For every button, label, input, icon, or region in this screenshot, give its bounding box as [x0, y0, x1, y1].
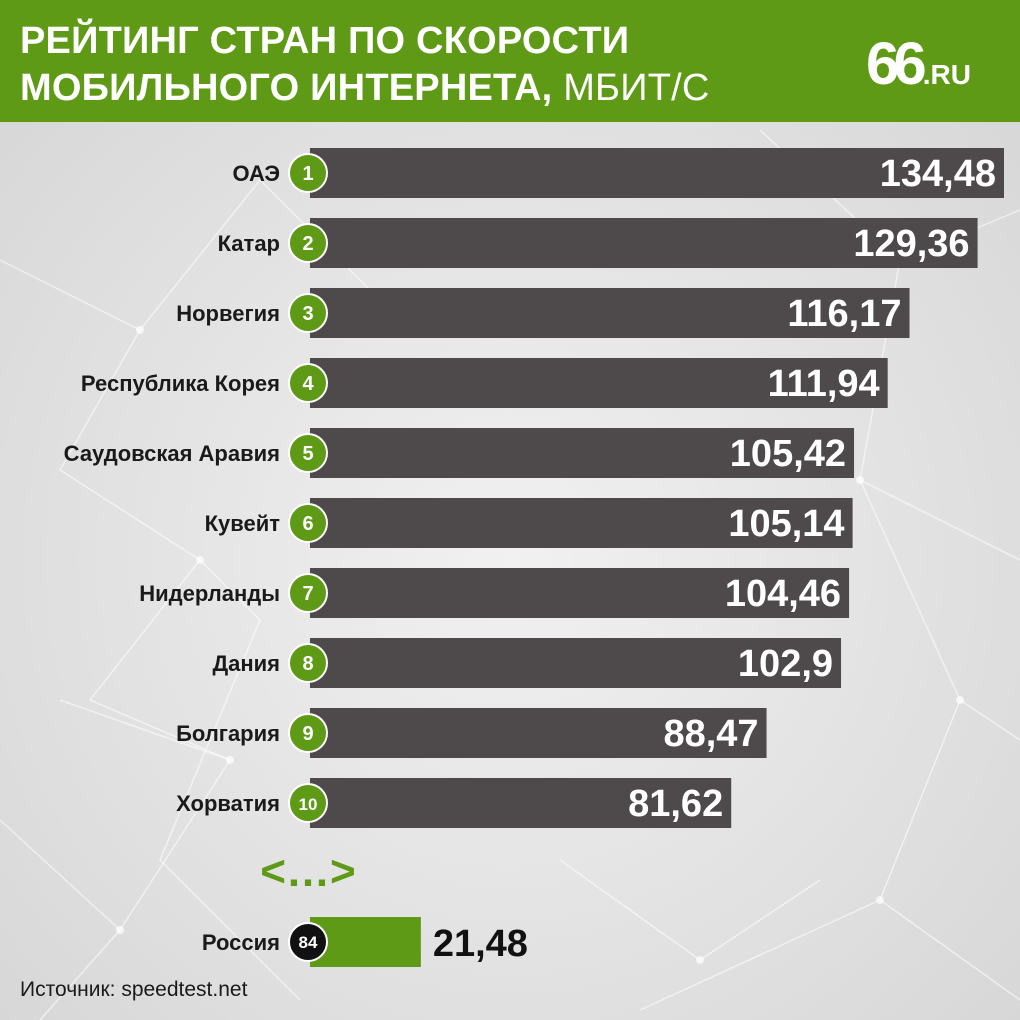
bar-value-label: 88,47	[663, 713, 758, 755]
gap-marker: <…>	[260, 847, 355, 896]
bar	[310, 428, 855, 478]
chart-title: РЕЙТИНГ СТРАН ПО СКОРОСТИ МОБИЛЬНОГО ИНТ…	[20, 18, 820, 112]
rank-badge	[288, 783, 328, 823]
highlight-category-label: Россия	[202, 930, 280, 955]
bar	[310, 708, 767, 758]
category-label: Республика Корея	[81, 371, 280, 396]
bar	[310, 498, 853, 548]
rank-number: 1	[302, 163, 313, 185]
bar-highlight	[310, 917, 421, 967]
category-label: Норвегия	[176, 301, 280, 326]
bar	[310, 568, 850, 618]
title-unit: МБИТ/С	[563, 67, 710, 109]
rank-badge	[288, 363, 328, 403]
bar-value-label: 104,46	[725, 573, 841, 615]
site-logo: 66.RU	[866, 34, 971, 94]
category-label: Кувейт	[205, 511, 281, 536]
bar	[310, 218, 978, 268]
header-banner: РЕЙТИНГ СТРАН ПО СКОРОСТИ МОБИЛЬНОГО ИНТ…	[0, 0, 1020, 122]
source-note: Источник: speedtest.net	[20, 978, 248, 1001]
category-label: Саудовская Аравия	[64, 441, 280, 466]
rank-number: 5	[302, 443, 313, 465]
rank-badge	[288, 573, 328, 613]
category-label: Катар	[218, 231, 280, 256]
logo-number: 66	[866, 30, 927, 97]
rank-number: 6	[302, 513, 313, 535]
rank-number: 9	[302, 723, 313, 745]
rank-badge	[288, 293, 328, 333]
rank-badge	[288, 503, 328, 543]
bar-value-label: 81,62	[628, 783, 723, 825]
title-line-1: РЕЙТИНГ СТРАН ПО СКОРОСТИ	[20, 20, 630, 62]
rank-number: 2	[302, 233, 313, 255]
highlight-rank-number: 84	[299, 933, 318, 952]
bar-value-label: 134,48	[880, 153, 996, 195]
bar-value-label: 129,36	[853, 223, 969, 265]
category-label: Болгария	[176, 721, 280, 746]
rank-badge	[288, 713, 328, 753]
rank-number: 3	[302, 303, 313, 325]
category-label: Хорватия	[176, 791, 280, 816]
category-label: Дания	[212, 651, 280, 676]
title-line-2-text: МОБИЛЬНОГО ИНТЕРНЕТА,	[20, 67, 553, 109]
bar-value-label: 102,9	[738, 643, 833, 685]
category-label: ОАЭ	[232, 161, 280, 186]
bar	[310, 148, 1004, 198]
bar	[310, 778, 732, 828]
bar	[310, 638, 842, 688]
rank-badge	[288, 223, 328, 263]
category-label: Нидерланды	[139, 581, 280, 606]
title-line-2: МОБИЛЬНОГО ИНТЕРНЕТА, МБИТ/С	[20, 65, 820, 112]
rank-badge	[288, 643, 328, 683]
rank-number: 10	[299, 795, 318, 814]
rank-badge	[288, 433, 328, 473]
bar-value-label: 105,14	[728, 503, 844, 545]
rank-number: 4	[302, 373, 314, 395]
logo-suffix: .RU	[922, 59, 971, 90]
bar-value-label: 111,94	[768, 363, 880, 405]
bar	[310, 358, 888, 408]
rank-number: 7	[302, 583, 313, 605]
rank-number: 8	[302, 653, 313, 675]
bar-value-label: 116,17	[787, 293, 901, 335]
highlight-value-label: 21,48	[433, 923, 528, 965]
rank-badge-highlight	[288, 922, 328, 962]
bar	[310, 288, 910, 338]
rank-badge	[288, 153, 328, 193]
bar-value-label: 105,42	[730, 433, 846, 475]
